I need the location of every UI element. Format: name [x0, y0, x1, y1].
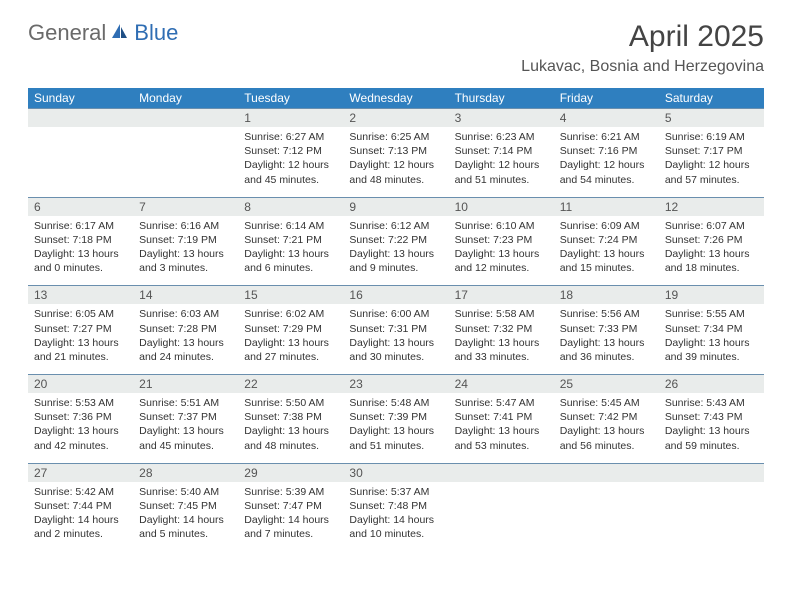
day-info-row: Sunrise: 6:05 AMSunset: 7:27 PMDaylight:… [28, 304, 764, 374]
day-cell [554, 482, 659, 552]
day-number-row: 27282930 [28, 463, 764, 482]
page-header: General Blue April 2025 Lukavac, Bosnia … [28, 20, 764, 76]
day-cell: Sunrise: 5:53 AMSunset: 7:36 PMDaylight:… [28, 393, 133, 463]
brand-sail-icon [110, 20, 130, 46]
day-number: 12 [659, 197, 764, 216]
day-number [554, 463, 659, 482]
day-number-row: 12345 [28, 109, 764, 128]
day-number: 6 [28, 197, 133, 216]
day-cell: Sunrise: 5:47 AMSunset: 7:41 PMDaylight:… [449, 393, 554, 463]
day-number: 25 [554, 375, 659, 394]
weekday-header: Wednesday [343, 88, 448, 109]
day-number: 15 [238, 286, 343, 305]
day-cell: Sunrise: 5:42 AMSunset: 7:44 PMDaylight:… [28, 482, 133, 552]
day-cell: Sunrise: 6:09 AMSunset: 7:24 PMDaylight:… [554, 216, 659, 286]
day-cell: Sunrise: 5:58 AMSunset: 7:32 PMDaylight:… [449, 304, 554, 374]
day-number: 10 [449, 197, 554, 216]
day-cell [28, 127, 133, 197]
day-number [133, 109, 238, 128]
weekday-header: Thursday [449, 88, 554, 109]
weekday-header-row: Sunday Monday Tuesday Wednesday Thursday… [28, 88, 764, 109]
day-cell: Sunrise: 6:02 AMSunset: 7:29 PMDaylight:… [238, 304, 343, 374]
day-number: 22 [238, 375, 343, 394]
month-title: April 2025 [521, 20, 764, 54]
day-cell: Sunrise: 5:48 AMSunset: 7:39 PMDaylight:… [343, 393, 448, 463]
brand-part2: Blue [134, 20, 178, 46]
day-info-row: Sunrise: 6:27 AMSunset: 7:12 PMDaylight:… [28, 127, 764, 197]
day-number: 14 [133, 286, 238, 305]
day-number: 4 [554, 109, 659, 128]
day-number: 11 [554, 197, 659, 216]
day-cell: Sunrise: 5:56 AMSunset: 7:33 PMDaylight:… [554, 304, 659, 374]
header-right: April 2025 Lukavac, Bosnia and Herzegovi… [521, 20, 764, 76]
day-cell: Sunrise: 6:03 AMSunset: 7:28 PMDaylight:… [133, 304, 238, 374]
day-number [449, 463, 554, 482]
day-number: 21 [133, 375, 238, 394]
day-number: 9 [343, 197, 448, 216]
day-info-row: Sunrise: 6:17 AMSunset: 7:18 PMDaylight:… [28, 216, 764, 286]
day-number: 28 [133, 463, 238, 482]
day-cell: Sunrise: 6:12 AMSunset: 7:22 PMDaylight:… [343, 216, 448, 286]
calendar-table: Sunday Monday Tuesday Wednesday Thursday… [28, 88, 764, 551]
day-cell: Sunrise: 6:07 AMSunset: 7:26 PMDaylight:… [659, 216, 764, 286]
day-cell: Sunrise: 5:45 AMSunset: 7:42 PMDaylight:… [554, 393, 659, 463]
day-number: 18 [554, 286, 659, 305]
day-number: 7 [133, 197, 238, 216]
brand-logo: General Blue [28, 20, 178, 46]
weekday-header: Tuesday [238, 88, 343, 109]
day-cell: Sunrise: 5:40 AMSunset: 7:45 PMDaylight:… [133, 482, 238, 552]
day-cell: Sunrise: 6:25 AMSunset: 7:13 PMDaylight:… [343, 127, 448, 197]
day-number-row: 20212223242526 [28, 375, 764, 394]
weekday-header: Saturday [659, 88, 764, 109]
day-number: 2 [343, 109, 448, 128]
day-number: 20 [28, 375, 133, 394]
day-cell: Sunrise: 5:37 AMSunset: 7:48 PMDaylight:… [343, 482, 448, 552]
day-cell: Sunrise: 5:43 AMSunset: 7:43 PMDaylight:… [659, 393, 764, 463]
day-cell: Sunrise: 6:27 AMSunset: 7:12 PMDaylight:… [238, 127, 343, 197]
day-number: 17 [449, 286, 554, 305]
day-number: 24 [449, 375, 554, 394]
day-number: 13 [28, 286, 133, 305]
day-number [28, 109, 133, 128]
day-number: 23 [343, 375, 448, 394]
day-cell: Sunrise: 6:14 AMSunset: 7:21 PMDaylight:… [238, 216, 343, 286]
day-cell [659, 482, 764, 552]
day-number: 26 [659, 375, 764, 394]
day-cell: Sunrise: 6:21 AMSunset: 7:16 PMDaylight:… [554, 127, 659, 197]
brand-part1: General [28, 20, 106, 46]
location-label: Lukavac, Bosnia and Herzegovina [521, 58, 764, 76]
day-number: 16 [343, 286, 448, 305]
weekday-header: Sunday [28, 88, 133, 109]
day-cell: Sunrise: 6:16 AMSunset: 7:19 PMDaylight:… [133, 216, 238, 286]
day-number: 8 [238, 197, 343, 216]
day-cell: Sunrise: 6:19 AMSunset: 7:17 PMDaylight:… [659, 127, 764, 197]
day-cell: Sunrise: 6:17 AMSunset: 7:18 PMDaylight:… [28, 216, 133, 286]
day-cell: Sunrise: 5:55 AMSunset: 7:34 PMDaylight:… [659, 304, 764, 374]
day-number: 29 [238, 463, 343, 482]
day-cell: Sunrise: 6:00 AMSunset: 7:31 PMDaylight:… [343, 304, 448, 374]
weekday-header: Monday [133, 88, 238, 109]
day-number: 3 [449, 109, 554, 128]
weekday-header: Friday [554, 88, 659, 109]
day-cell: Sunrise: 6:23 AMSunset: 7:14 PMDaylight:… [449, 127, 554, 197]
calendar-body: 12345Sunrise: 6:27 AMSunset: 7:12 PMDayl… [28, 109, 764, 552]
day-number [659, 463, 764, 482]
day-cell: Sunrise: 5:39 AMSunset: 7:47 PMDaylight:… [238, 482, 343, 552]
day-number-row: 6789101112 [28, 197, 764, 216]
day-info-row: Sunrise: 5:42 AMSunset: 7:44 PMDaylight:… [28, 482, 764, 552]
day-number: 30 [343, 463, 448, 482]
day-cell: Sunrise: 6:10 AMSunset: 7:23 PMDaylight:… [449, 216, 554, 286]
day-number: 1 [238, 109, 343, 128]
day-number: 5 [659, 109, 764, 128]
calendar-page: General Blue April 2025 Lukavac, Bosnia … [0, 0, 792, 571]
day-cell: Sunrise: 6:05 AMSunset: 7:27 PMDaylight:… [28, 304, 133, 374]
day-cell: Sunrise: 5:51 AMSunset: 7:37 PMDaylight:… [133, 393, 238, 463]
day-cell: Sunrise: 5:50 AMSunset: 7:38 PMDaylight:… [238, 393, 343, 463]
day-cell [449, 482, 554, 552]
day-number: 19 [659, 286, 764, 305]
day-number: 27 [28, 463, 133, 482]
day-number-row: 13141516171819 [28, 286, 764, 305]
day-cell [133, 127, 238, 197]
day-info-row: Sunrise: 5:53 AMSunset: 7:36 PMDaylight:… [28, 393, 764, 463]
